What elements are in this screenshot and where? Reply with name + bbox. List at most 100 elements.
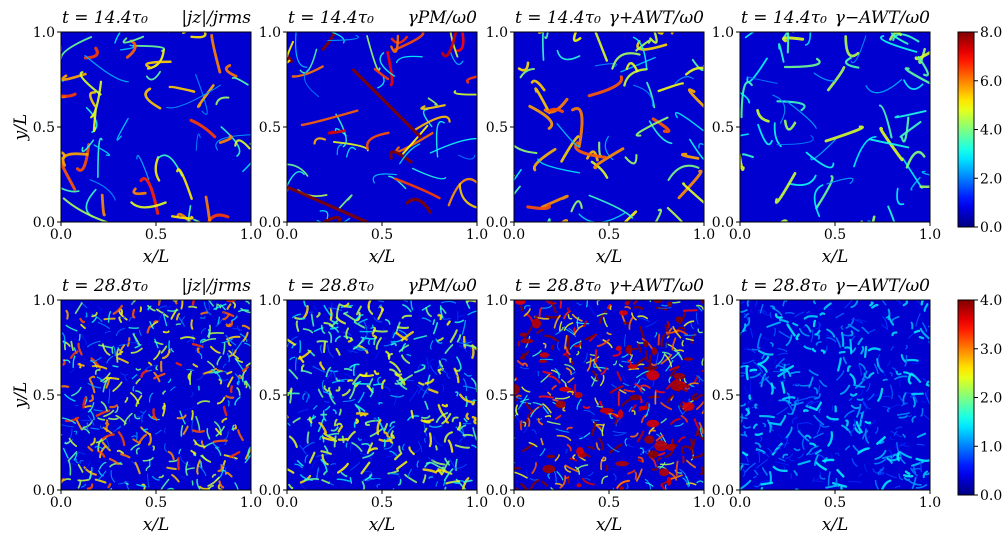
heatmap-hot-patch	[625, 344, 633, 355]
heatmap-filament	[323, 391, 335, 399]
heatmap-filament	[777, 347, 788, 353]
heatmap-filament	[691, 439, 696, 455]
panel-time-label: t = 14.4τ₀	[62, 8, 148, 28]
heatmap-filament	[312, 365, 326, 373]
heatmap-filament	[876, 361, 884, 373]
heatmap-filament	[622, 321, 630, 325]
heatmap-filament	[203, 301, 212, 316]
heatmap-filament	[175, 362, 183, 367]
heatmap-filament	[758, 415, 775, 419]
heatmap-filament	[319, 210, 329, 220]
heatmap-filament	[648, 395, 660, 399]
heatmap-filament	[149, 321, 154, 330]
heatmap-filament	[776, 100, 806, 112]
heatmap-filament	[116, 117, 129, 141]
heatmap-filament	[794, 311, 805, 318]
heatmap-filament	[646, 300, 652, 303]
heatmap-filament	[427, 228, 460, 241]
heatmap-filament	[521, 352, 525, 361]
heatmap-filament	[407, 468, 412, 478]
y-axis-label: y/L	[11, 382, 31, 410]
heatmap-filament	[131, 435, 137, 438]
heatmap-filament	[818, 324, 822, 335]
heatmap-filament	[125, 234, 134, 244]
heatmap-filament	[864, 428, 870, 444]
heatmap-filament	[619, 389, 627, 394]
heatmap-filament	[360, 461, 371, 475]
heatmap-hot-patch	[538, 359, 548, 363]
heatmap-filament	[413, 335, 428, 340]
heatmap-filament	[355, 418, 360, 425]
heatmap-field	[740, 32, 930, 222]
heatmap-filament	[677, 169, 703, 200]
heatmap-filament	[894, 375, 908, 380]
heatmap-hot-patch	[644, 435, 655, 444]
heatmap-background	[61, 300, 251, 490]
x-tick-label: 0.0	[276, 495, 298, 511]
heatmap-filament	[551, 384, 557, 391]
heatmap-filament	[523, 308, 531, 317]
heatmap-filament	[182, 425, 189, 436]
heatmap-filament	[264, 152, 278, 179]
heatmap-filament	[77, 479, 82, 489]
x-tick-label: 0.5	[145, 495, 167, 511]
heatmap-filament	[404, 473, 418, 484]
heatmap-filament	[386, 50, 394, 87]
heatmap-filament	[868, 419, 876, 427]
heatmap-filament	[527, 417, 531, 427]
heatmap-filament	[571, 371, 576, 375]
heatmap-filament	[909, 394, 914, 398]
heatmap-filament	[395, 373, 406, 386]
heatmap-filament	[625, 62, 639, 73]
heatmap-filament	[105, 377, 120, 380]
heatmap-filament	[431, 474, 435, 480]
heatmap-filament	[899, 443, 910, 447]
heatmap-filament	[135, 378, 141, 385]
heatmap-filament	[808, 445, 819, 453]
heatmap-filament	[895, 426, 903, 430]
heatmap-filament	[565, 346, 571, 356]
heatmap-hot-patch	[599, 407, 614, 414]
heatmap-filament	[145, 465, 151, 471]
x-tick-label: 1.0	[466, 227, 488, 243]
heatmap-filament	[777, 433, 789, 440]
heatmap-filament	[120, 453, 131, 459]
heatmap-filament	[783, 465, 786, 471]
heatmap-filament	[207, 300, 214, 307]
heatmap-filament	[637, 343, 642, 353]
heatmap-filament	[813, 432, 824, 439]
heatmap-filament	[799, 383, 812, 387]
heatmap-filament	[547, 391, 552, 396]
heatmap-filament	[602, 339, 613, 349]
heatmap-hot-patch	[670, 380, 684, 391]
heatmap-filament	[214, 421, 222, 436]
heatmap-filament	[231, 76, 249, 86]
heatmap-filament	[520, 482, 528, 490]
heatmap-filament	[698, 375, 704, 382]
heatmap-filament	[757, 309, 767, 314]
heatmap-filament	[913, 466, 917, 474]
heatmap-filament	[880, 35, 918, 53]
heatmap-filament	[80, 302, 88, 309]
heatmap-filament	[685, 66, 704, 76]
x-axis-label: x/L	[596, 515, 623, 535]
heatmap-filament	[430, 365, 438, 376]
heatmap-filament	[542, 406, 549, 415]
heatmap-filament	[234, 396, 241, 406]
heatmap-filament	[849, 373, 856, 385]
heatmap-filament	[302, 305, 309, 320]
heatmap-filament	[566, 307, 570, 313]
heatmap-filament	[195, 415, 201, 431]
heatmap-filament	[660, 484, 666, 490]
heatmap-filament	[103, 409, 115, 418]
heatmap-filament	[101, 441, 111, 452]
heatmap-filament	[148, 413, 160, 421]
heatmap-filament	[857, 447, 870, 454]
heatmap-filament	[366, 442, 374, 455]
heatmap-filament	[778, 318, 789, 324]
heatmap-hot-patch	[679, 384, 691, 388]
heatmap-filament	[858, 362, 866, 371]
y-tick-label: 0.5	[33, 120, 55, 136]
x-axis-label: x/L	[369, 247, 396, 267]
heatmap-filament	[389, 150, 413, 164]
